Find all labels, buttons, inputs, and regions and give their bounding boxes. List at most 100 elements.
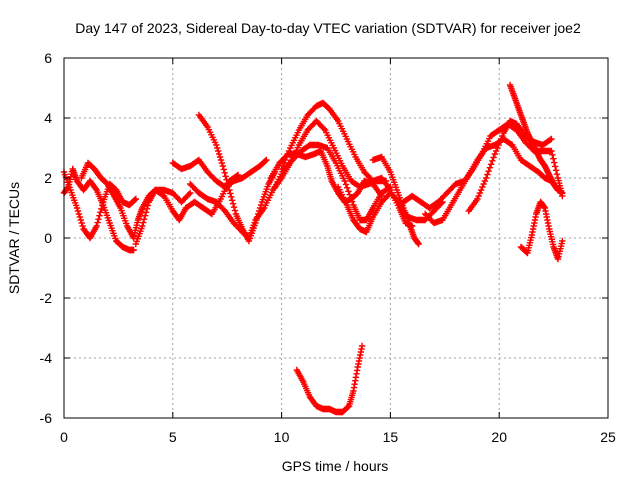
data-point-interp — [345, 188, 352, 195]
data-point-interp — [495, 141, 502, 149]
data-point — [132, 195, 140, 203]
data-point-interp — [320, 125, 328, 132]
data-point-interp — [347, 194, 355, 202]
y-tick-label: -4 — [40, 350, 53, 366]
data-point-interp — [280, 159, 288, 167]
data-point-interp — [76, 213, 84, 221]
data-point-interp — [231, 207, 239, 214]
data-points — [60, 81, 566, 416]
data-point-interp — [144, 202, 152, 209]
y-tick-label: 2 — [44, 170, 52, 186]
data-point-interp — [214, 147, 222, 155]
data-point — [491, 150, 499, 158]
data-point-interp — [94, 219, 101, 226]
data-point — [219, 162, 227, 170]
data-point — [341, 177, 348, 185]
data-point — [73, 204, 81, 212]
data-point-interp — [343, 184, 351, 192]
data-point-interp — [475, 192, 482, 200]
data-point — [213, 141, 220, 149]
data-point-interp — [492, 147, 500, 155]
x-tick-label: 5 — [169, 429, 177, 445]
data-point-interp — [215, 150, 223, 158]
data-point-interp — [141, 215, 148, 223]
series-sat-c — [78, 159, 194, 242]
data-point — [482, 174, 490, 182]
data-point-interp — [77, 216, 84, 224]
data-point-interp — [262, 157, 269, 165]
data-point-interp — [75, 210, 83, 218]
y-tick-label: 0 — [44, 230, 52, 246]
data-point-interp — [551, 159, 558, 166]
data-point — [358, 342, 366, 350]
data-point-interp — [497, 135, 505, 143]
data-point-interp — [220, 166, 227, 173]
series-sat-k — [334, 183, 446, 236]
data-point-interp — [283, 153, 290, 161]
data-point-interp — [486, 164, 494, 171]
data-point-interp — [140, 219, 147, 226]
x-tick-label: 20 — [491, 429, 507, 445]
x-tick-label: 10 — [274, 429, 290, 445]
series-sat-l — [369, 153, 422, 248]
data-point-interp — [342, 181, 350, 188]
series-sat-p — [506, 81, 562, 194]
data-point-interp — [346, 191, 353, 198]
data-point-interp — [499, 132, 506, 140]
data-point — [187, 189, 194, 197]
x-axis-label: GPS time / hours — [282, 458, 389, 474]
data-point-interp — [476, 189, 484, 197]
x-tick-label: 15 — [383, 429, 399, 445]
axis-ticks: 0 5 10 15 20 25 -6 -4 -2 0 2 4 6 — [40, 50, 616, 445]
data-point-interp — [96, 212, 103, 219]
data-point-interp — [285, 147, 293, 155]
y-tick-label: -6 — [40, 410, 53, 426]
data-point — [415, 240, 422, 248]
data-point-interp — [279, 162, 287, 170]
data-point — [93, 222, 100, 230]
data-point-interp — [141, 212, 149, 219]
data-point-interp — [221, 169, 228, 177]
y-axis-label: SDTVAR / TECUs — [6, 182, 22, 294]
data-point-interp — [348, 198, 356, 205]
data-point — [554, 186, 562, 194]
data-point-interp — [143, 205, 151, 213]
data-point-interp — [282, 156, 289, 164]
data-point-interp — [494, 144, 501, 152]
data-point-interp — [490, 154, 497, 161]
data-point-interp — [214, 144, 221, 152]
data-point-interp — [485, 167, 492, 175]
series-sat-j — [278, 99, 416, 230]
series-sat-b — [60, 165, 137, 254]
data-point-interp — [131, 196, 139, 204]
data-point-interp — [218, 159, 226, 167]
data-point-interp — [546, 136, 554, 144]
data-point — [559, 237, 566, 245]
series-sat-e — [169, 156, 270, 191]
data-point-interp — [95, 215, 102, 223]
y-tick-label: 4 — [44, 110, 52, 126]
data-point-interp — [487, 161, 495, 168]
data-point — [278, 165, 285, 173]
series-sat-q — [517, 198, 566, 263]
data-point-interp — [185, 191, 193, 198]
data-point-interp — [227, 190, 234, 197]
data-point-interp — [229, 200, 237, 207]
data-point-interp — [223, 176, 230, 183]
x-tick-label: 0 — [60, 429, 68, 445]
y-tick-label: 6 — [44, 50, 52, 66]
data-point-interp — [489, 157, 496, 165]
data-point-interp — [97, 209, 104, 216]
data-point — [474, 195, 481, 203]
data-point-interp — [79, 222, 86, 230]
data-point-interp — [553, 170, 561, 178]
y-tick-label: -2 — [40, 290, 53, 306]
data-point-interp — [480, 180, 487, 188]
data-point-interp — [230, 203, 238, 211]
data-point-interp — [284, 150, 292, 158]
data-point-interp — [228, 193, 235, 201]
data-point-interp — [479, 183, 486, 191]
data-point — [263, 156, 270, 164]
data-point-interp — [551, 163, 559, 170]
